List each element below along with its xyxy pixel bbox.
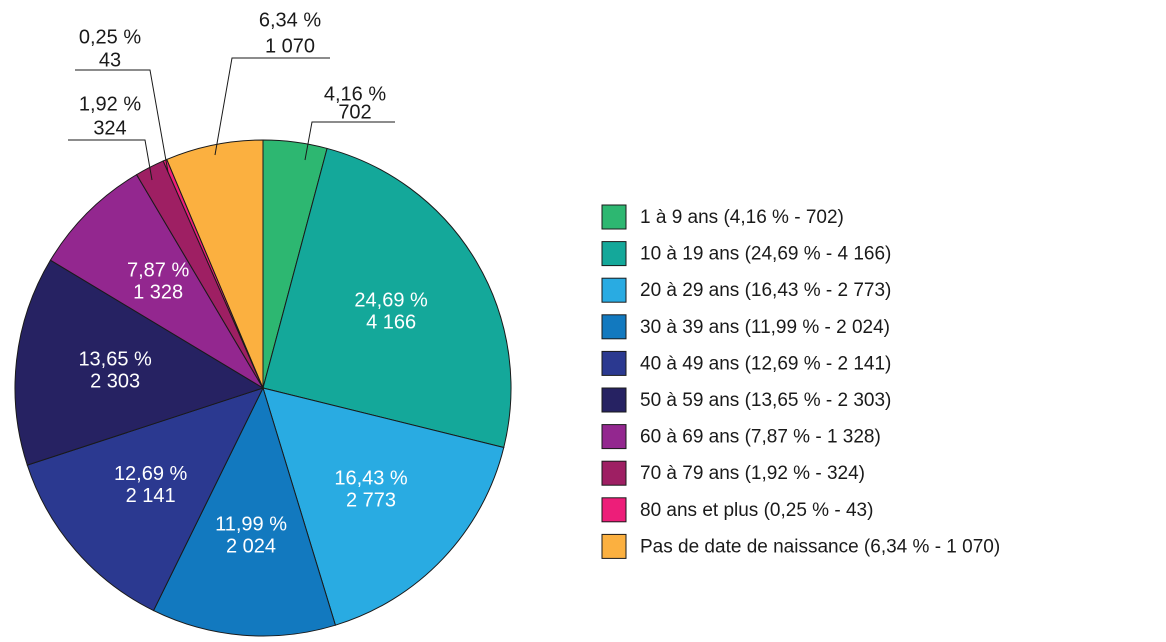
legend-label: 60 à 69 ans (7,87 % - 1 328) xyxy=(640,427,881,448)
pie-slice xyxy=(166,139,264,389)
leader-line xyxy=(214,57,330,156)
leader-line xyxy=(75,69,169,173)
leader-line xyxy=(304,121,395,161)
legend-swatch xyxy=(601,204,627,230)
legend-label: 50 à 59 ans (13,65 % - 2 303) xyxy=(640,390,891,411)
slice-count: 1 328 xyxy=(133,282,183,304)
legend-label: 80 ans et plus (0,25 % - 43) xyxy=(640,500,873,521)
pie-slice xyxy=(152,386,337,637)
pie-slice xyxy=(14,259,265,466)
slice-label: 7,87 % xyxy=(127,260,189,282)
slice-label: 0,25 % xyxy=(79,26,141,48)
slice-count: 702 xyxy=(338,101,371,123)
slice-label: 13,65 % xyxy=(78,349,152,371)
slice-count: 2 024 xyxy=(226,536,276,558)
pie-slice xyxy=(26,387,264,612)
legend-swatch xyxy=(601,277,627,303)
slice-label: 11,99 % xyxy=(215,514,287,536)
slice-label: 24,69 % xyxy=(354,290,428,312)
slice-label: 16,43 % xyxy=(334,468,408,490)
leader-line xyxy=(68,139,153,181)
legend-label: 10 à 19 ans (24,69 % - 4 166) xyxy=(640,244,891,265)
legend-label: 1 à 9 ans (4,16 % - 702) xyxy=(640,207,844,228)
legend-swatch xyxy=(601,387,627,413)
slice-count: 2 773 xyxy=(346,490,396,512)
legend-swatch xyxy=(601,497,627,523)
slice-count: 2 303 xyxy=(90,371,140,393)
legend-swatch xyxy=(601,533,627,559)
legend-label: 40 à 49 ans (12,69 % - 2 141) xyxy=(640,353,891,374)
slice-count: 1 070 xyxy=(265,35,315,57)
legend-label: Pas de date de naissance (6,34 % - 1 070… xyxy=(640,536,1000,557)
slice-count: 2 141 xyxy=(126,485,176,507)
pie-slice xyxy=(262,147,512,449)
legend-swatch xyxy=(601,424,627,450)
slice-label: 4,16 % xyxy=(324,83,386,105)
slice-count: 4 166 xyxy=(366,312,416,334)
pie-slice xyxy=(49,173,264,389)
legend-label: 70 à 79 ans (1,92 % - 324) xyxy=(640,463,865,484)
legend-label: 30 à 39 ans (11,99 % - 2 024) xyxy=(640,317,890,338)
slice-label: 1,92 % xyxy=(79,93,141,115)
legend-swatch xyxy=(601,241,627,267)
slice-count: 324 xyxy=(93,117,126,139)
pie-slice xyxy=(262,387,505,626)
legend-swatch xyxy=(601,314,627,340)
legend-swatch xyxy=(601,460,627,486)
slice-label: 6,34 % xyxy=(259,9,321,31)
legend-swatch xyxy=(601,350,627,376)
legend-label: 20 à 29 ans (16,43 % - 2 773) xyxy=(640,280,891,301)
slice-label: 12,69 % xyxy=(114,463,188,485)
slice-count: 43 xyxy=(99,49,121,71)
